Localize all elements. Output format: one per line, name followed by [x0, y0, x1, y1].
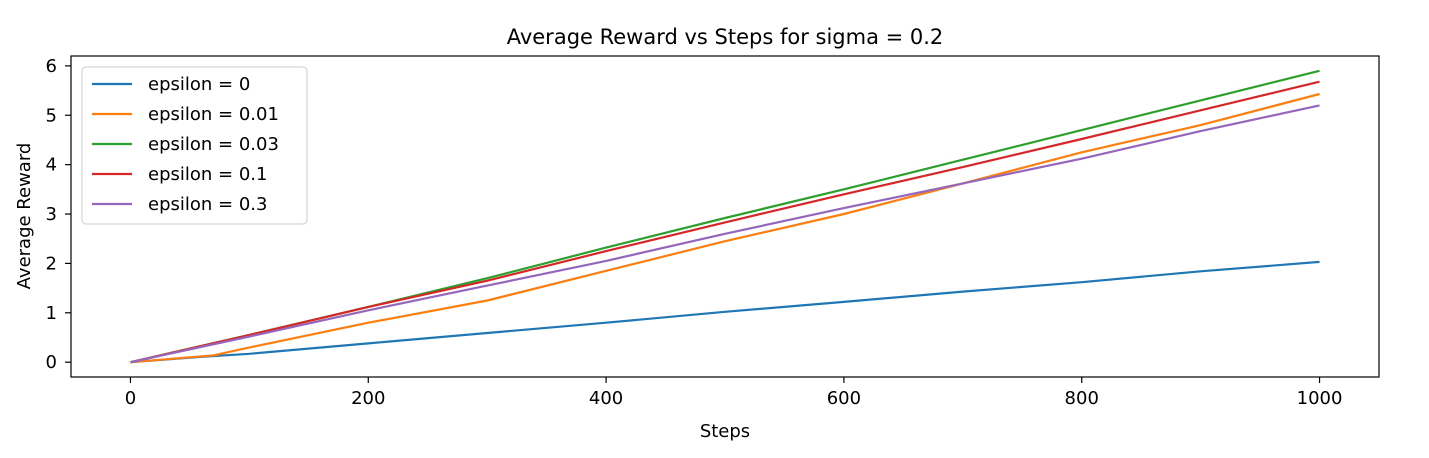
y-axis-title: Average Reward: [14, 143, 35, 290]
y-tick-label: 3: [46, 204, 57, 225]
x-tick-label: 0: [125, 388, 136, 409]
series-lines: [130, 69, 1320, 364]
legend: epsilon = 0 epsilon = 0.01 epsilon = 0.03 e…: [81, 66, 308, 225]
legend-label: epsilon = 0.03: [148, 134, 279, 155]
x-tick-label: 1000: [1297, 388, 1343, 409]
series-line-4: [130, 104, 1320, 364]
x-tick-label: 400: [589, 388, 623, 409]
x-axis: 0 200 400 600 800 1000: [125, 377, 1343, 409]
series-line-3: [130, 80, 1320, 364]
y-tick-label: 6: [46, 56, 57, 77]
x-tick-label: 800: [1065, 388, 1099, 409]
x-tick-label: 200: [351, 388, 385, 409]
y-tick-label: 4: [46, 155, 57, 176]
legend-label: epsilon = 0.01: [148, 104, 279, 125]
legend-label: epsilon = 0.1: [148, 164, 267, 185]
y-tick-label: 2: [46, 253, 57, 274]
legend-label: epsilon = 0: [148, 74, 250, 95]
y-tick-label: 1: [46, 303, 57, 324]
y-tick-label: 0: [46, 352, 57, 373]
x-tick-label: 600: [827, 388, 861, 409]
legend-box: [81, 66, 308, 225]
y-tick-label: 5: [46, 105, 57, 126]
x-axis-title: Steps: [700, 421, 750, 442]
legend-label: epsilon = 0.3: [148, 194, 267, 215]
series-line-1: [130, 92, 1320, 364]
chart-title: Average Reward vs Steps for sigma = 0.2: [507, 25, 944, 49]
y-axis: 0 1 2 3 4 5 6: [46, 56, 71, 373]
series-line-0: [130, 260, 1320, 364]
plot-frame: [70, 55, 1380, 378]
